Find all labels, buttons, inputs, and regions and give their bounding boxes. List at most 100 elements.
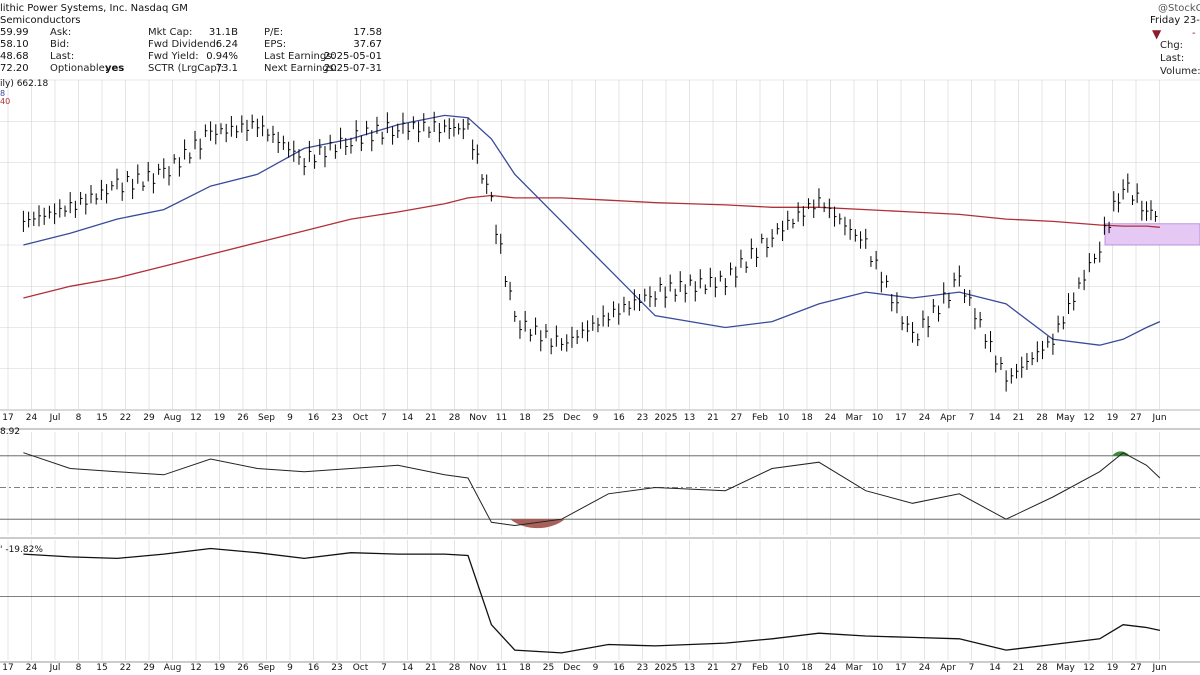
x-tick-label: 14 xyxy=(402,663,414,673)
x-tick-label: 17 xyxy=(895,663,906,673)
x-tick-label: 26 xyxy=(237,413,249,423)
x-tick-label: Nov xyxy=(469,663,487,673)
x-tick-label: 21 xyxy=(425,663,436,673)
x-tick-label: 18 xyxy=(801,413,813,423)
x-tick-label: 12 xyxy=(1083,413,1094,423)
x-tick-label: 24 xyxy=(26,663,38,673)
x-tick-label: 10 xyxy=(872,663,884,673)
date-label: Friday 23-M xyxy=(1150,15,1200,26)
x-tick-label: May xyxy=(1056,663,1075,673)
x-tick-label: 14 xyxy=(402,413,414,423)
x-tick-label: 13 xyxy=(684,413,695,423)
x-tick-label: 8 xyxy=(76,413,82,423)
x-tick-label: 7 xyxy=(969,413,975,423)
x-tick-label: Apr xyxy=(940,413,956,423)
x-tick-label: Apr xyxy=(940,663,956,673)
eps-label: EPS: xyxy=(264,39,287,50)
x-tick-label: Jun xyxy=(1151,663,1166,673)
x-tick-label: 16 xyxy=(308,413,320,423)
indicator1-oversold-fill xyxy=(510,519,565,529)
x-tick-label: 11 xyxy=(496,663,507,673)
sctr-value: 73.1 xyxy=(215,63,238,74)
x-tick-label: Mar xyxy=(846,413,863,423)
x-tick-label: Sep xyxy=(258,663,275,673)
x-tick-label: Aug xyxy=(164,413,182,423)
pe-value: 17.58 xyxy=(353,27,382,38)
ask-label: Ask: xyxy=(50,27,72,38)
x-tick-label: 12 xyxy=(190,413,201,423)
x-tick-label: 18 xyxy=(519,413,531,423)
x-tick-label: 17 xyxy=(2,663,13,673)
x-tick-label: 25 xyxy=(543,413,554,423)
x-tick-label: 18 xyxy=(801,663,813,673)
x-tick-label: 24 xyxy=(919,413,931,423)
indicator2-label: ' -19.82% xyxy=(0,545,43,555)
eps-value: 37.67 xyxy=(353,39,382,50)
x-tick-label: 19 xyxy=(1107,413,1119,423)
x-tick-label: 21 xyxy=(425,413,436,423)
last-label-right: Last: xyxy=(1160,53,1185,64)
x-tick-label: 19 xyxy=(1107,663,1119,673)
x-tick-label: 9 xyxy=(593,663,599,673)
x-tick-label: 9 xyxy=(287,663,293,673)
ma-tag-a: 8 xyxy=(0,89,6,98)
x-tick-label: 7 xyxy=(381,413,387,423)
x-tick-label: 10 xyxy=(778,663,790,673)
x-tick-label: 8 xyxy=(76,663,82,673)
x-tick-label: 16 xyxy=(308,663,320,673)
x-tick-label: May xyxy=(1056,413,1075,423)
x-tick-label: 27 xyxy=(731,413,742,423)
x-tick-label: 16 xyxy=(613,413,625,423)
x-tick-label: 19 xyxy=(214,663,226,673)
x-tick-label: Feb xyxy=(752,663,768,673)
x-tick-label: 24 xyxy=(825,413,837,423)
x-tick-label: 28 xyxy=(449,663,461,673)
x-tick-label: 28 xyxy=(1036,413,1048,423)
chart-header: lithic Power Systems, Inc. Nasdaq GM Sem… xyxy=(0,0,1200,78)
x-tick-label: Dec xyxy=(563,413,580,423)
fwd-yield-value: 0.94% xyxy=(206,51,238,62)
x-tick-label: 21 xyxy=(707,663,718,673)
indicator1-label: 8.92 xyxy=(0,427,21,437)
x-tick-label: Jun xyxy=(1151,413,1166,423)
x-tick-label: 25 xyxy=(543,663,554,673)
x-tick-label: 18 xyxy=(519,663,531,673)
next-earnings-label: Next Earnings: xyxy=(264,63,338,74)
x-tick-label: Oct xyxy=(353,413,369,423)
x-tick-label: Aug xyxy=(164,663,182,673)
sctr-label: SCTR (LrgCap): xyxy=(148,63,225,74)
mktcap-label: Mkt Cap: xyxy=(148,27,193,38)
x-tick-label: 22 xyxy=(120,413,131,423)
x-tick-label: 15 xyxy=(96,663,107,673)
x-tick-label: 14 xyxy=(989,413,1001,423)
indicator2-line xyxy=(23,547,1161,654)
x-tick-label: Dec xyxy=(563,663,580,673)
x-tick-label: 12 xyxy=(1083,663,1094,673)
x-tick-label: 11 xyxy=(496,413,507,423)
x-tick-label: 7 xyxy=(381,663,387,673)
mktcap-value: 31.1B xyxy=(208,27,238,38)
x-tick-label: 27 xyxy=(731,663,742,673)
last-value: 48.68 xyxy=(0,51,29,62)
indicator1-line xyxy=(23,452,1161,527)
x-tick-label: 13 xyxy=(684,663,695,673)
optionable-value-num: 72.20 xyxy=(0,63,29,74)
x-tick-label: Feb xyxy=(752,413,768,423)
x-tick-label: 24 xyxy=(26,413,38,423)
x-tick-label: 17 xyxy=(2,413,13,423)
x-tick-label: 17 xyxy=(895,413,906,423)
ask-value: 59.99 xyxy=(0,27,29,38)
optionable-label: Optionable: xyxy=(50,63,109,74)
x-tick-label: 23 xyxy=(637,663,648,673)
x-tick-label: Sep xyxy=(258,413,275,423)
x-tick-label: 24 xyxy=(825,663,837,673)
fwd-yield-label: Fwd Yield: xyxy=(148,51,199,62)
x-tick-label: 28 xyxy=(449,413,461,423)
x-tick-label: 29 xyxy=(143,663,155,673)
next-earnings-value: 2025-07-31 xyxy=(323,63,382,74)
x-tick-label: Nov xyxy=(469,413,487,423)
x-tick-label: Mar xyxy=(846,663,863,673)
last-earnings-value: 2025-05-01 xyxy=(323,51,382,62)
down-arrow-icon: ▼ xyxy=(1152,27,1162,41)
sector-label: Semiconductors xyxy=(0,15,81,26)
